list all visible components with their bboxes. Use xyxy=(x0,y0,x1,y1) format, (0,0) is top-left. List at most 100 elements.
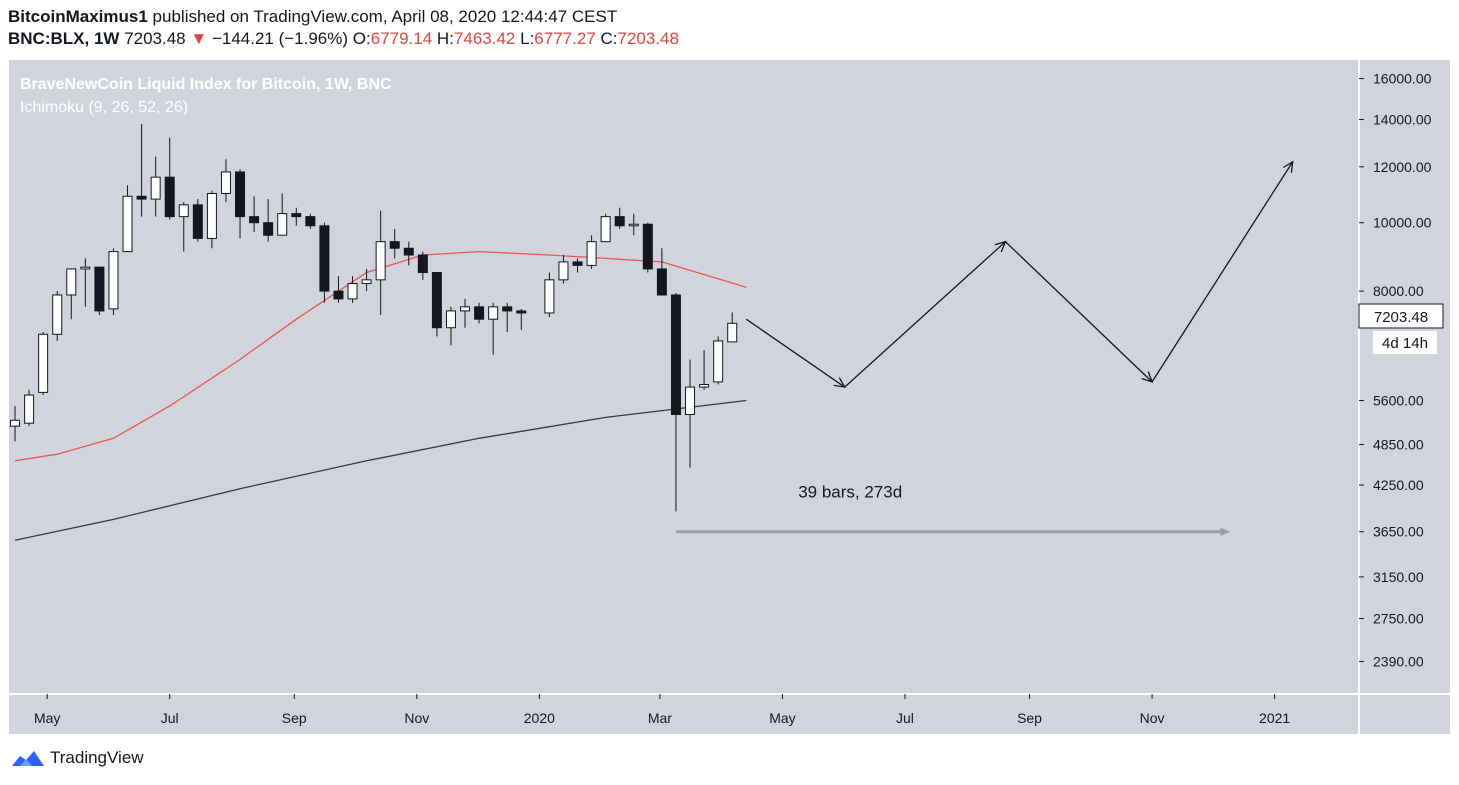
y-tick-label: 8000.00 xyxy=(1373,283,1424,299)
candle-body xyxy=(38,333,49,393)
candle-body xyxy=(291,213,302,218)
candle-down[interactable] xyxy=(516,308,527,330)
candle-up[interactable] xyxy=(361,268,372,292)
price-badge-box xyxy=(1358,303,1444,329)
candle-down[interactable] xyxy=(417,251,428,280)
candle-up[interactable] xyxy=(699,350,710,390)
candle-up[interactable] xyxy=(713,336,724,385)
author-name[interactable]: BitcoinMaximus1 xyxy=(8,7,148,26)
candle-up[interactable] xyxy=(108,248,119,316)
candle-down[interactable] xyxy=(305,213,316,229)
candle-body xyxy=(586,241,597,266)
projection-segment xyxy=(844,241,1006,388)
chart-legend-title: BraveNewCoin Liquid Index for Bitcoin, 1… xyxy=(20,76,392,93)
date-range-tool[interactable]: 39 bars, 273d xyxy=(675,483,1231,536)
y-tick-label: 4850.00 xyxy=(1373,437,1424,453)
candle-body xyxy=(642,223,653,270)
candle-down[interactable] xyxy=(403,241,414,266)
candle-up[interactable] xyxy=(52,291,63,341)
candle-up[interactable] xyxy=(460,298,471,328)
candle-up[interactable] xyxy=(375,210,386,316)
candle-up[interactable] xyxy=(628,213,639,236)
candle-up[interactable] xyxy=(10,406,21,442)
time-axis[interactable] xyxy=(9,694,1450,734)
candle-body xyxy=(94,266,105,312)
x-tick-label: Sep xyxy=(1017,710,1042,726)
candle-down[interactable] xyxy=(164,137,175,220)
candle-down[interactable] xyxy=(642,222,653,273)
projection-segment xyxy=(1151,161,1294,383)
candle-up[interactable] xyxy=(80,258,91,307)
tradingview-brand: TradingView xyxy=(50,748,144,767)
candle-up[interactable] xyxy=(727,312,738,343)
candle-body xyxy=(178,204,189,218)
candle-body xyxy=(164,176,175,218)
candle-body xyxy=(670,294,681,415)
indicator-legend[interactable]: Ichimoku (9, 26, 52, 26) xyxy=(20,99,188,116)
candle-up[interactable] xyxy=(558,255,569,284)
candle-body xyxy=(333,290,344,300)
candle-down[interactable] xyxy=(656,248,667,296)
lagging-line xyxy=(14,399,747,541)
price-chart[interactable]: 16000.00 14000.00 12000.00 10000.00 8000.00 5… xyxy=(0,0,1459,740)
candle-up[interactable] xyxy=(220,159,231,202)
candle-up[interactable] xyxy=(277,193,288,236)
candle-down[interactable] xyxy=(94,266,105,316)
candle-up[interactable] xyxy=(122,185,133,253)
candle-down[interactable] xyxy=(192,199,203,242)
low-label: L: xyxy=(520,29,535,48)
y-tick-label: 12000.00 xyxy=(1373,159,1432,175)
candle-down[interactable] xyxy=(249,196,260,233)
candle-up[interactable] xyxy=(347,276,358,303)
countdown-label: 4d 14h xyxy=(1382,335,1428,352)
chart-pane[interactable] xyxy=(9,60,1359,694)
y-tick-label: 3650.00 xyxy=(1373,524,1424,540)
projection-path[interactable] xyxy=(745,160,1294,388)
candle-down[interactable] xyxy=(431,272,442,337)
tradingview-logo[interactable]: TradingView xyxy=(10,748,144,768)
x-tick-label: Nov xyxy=(404,710,429,726)
candle-down[interactable] xyxy=(291,207,302,226)
candle-body xyxy=(66,268,77,296)
candle-down[interactable] xyxy=(614,207,625,229)
candle-up[interactable] xyxy=(150,156,161,217)
candle-down[interactable] xyxy=(389,228,400,259)
y-tick-label: 14000.00 xyxy=(1373,112,1432,128)
y-tick-label: 5600.00 xyxy=(1373,392,1424,408)
candle-up[interactable] xyxy=(66,268,77,320)
price-badge: 7203.48 4d 14h xyxy=(1358,303,1444,354)
candle-body xyxy=(431,272,442,329)
candle-body xyxy=(460,306,471,312)
candle-body xyxy=(319,225,330,292)
chart-header: BitcoinMaximus1 published on TradingView… xyxy=(8,6,679,50)
candle-down[interactable] xyxy=(474,302,485,324)
candle-down[interactable] xyxy=(263,199,274,242)
candle-down[interactable] xyxy=(235,169,246,239)
candle-up[interactable] xyxy=(600,213,611,243)
candle-down[interactable] xyxy=(502,302,513,333)
candle-body xyxy=(727,322,738,343)
candle-body xyxy=(52,294,63,335)
candle-body xyxy=(488,306,499,320)
x-tick-label: Jul xyxy=(896,710,914,726)
candle-down[interactable] xyxy=(572,258,583,273)
candle-body xyxy=(108,251,119,310)
date-range-label: 39 bars, 273d xyxy=(798,483,902,502)
candle-up[interactable] xyxy=(544,272,555,318)
candle-down[interactable] xyxy=(333,276,344,303)
candle-up[interactable] xyxy=(38,332,49,396)
candle-up[interactable] xyxy=(24,389,35,427)
candle-down[interactable] xyxy=(319,222,330,303)
candle-up[interactable] xyxy=(445,306,456,346)
candles[interactable] xyxy=(10,123,738,512)
price-axis[interactable] xyxy=(1359,60,1450,734)
candle-up[interactable] xyxy=(488,302,499,355)
candle-up[interactable] xyxy=(178,201,189,252)
candle-up[interactable] xyxy=(685,359,696,468)
candle-down[interactable] xyxy=(670,293,681,512)
candle-up[interactable] xyxy=(586,235,597,269)
candle-up[interactable] xyxy=(206,190,217,249)
candle-down[interactable] xyxy=(136,123,147,217)
candle-body xyxy=(502,306,513,312)
candle-body xyxy=(600,216,611,243)
